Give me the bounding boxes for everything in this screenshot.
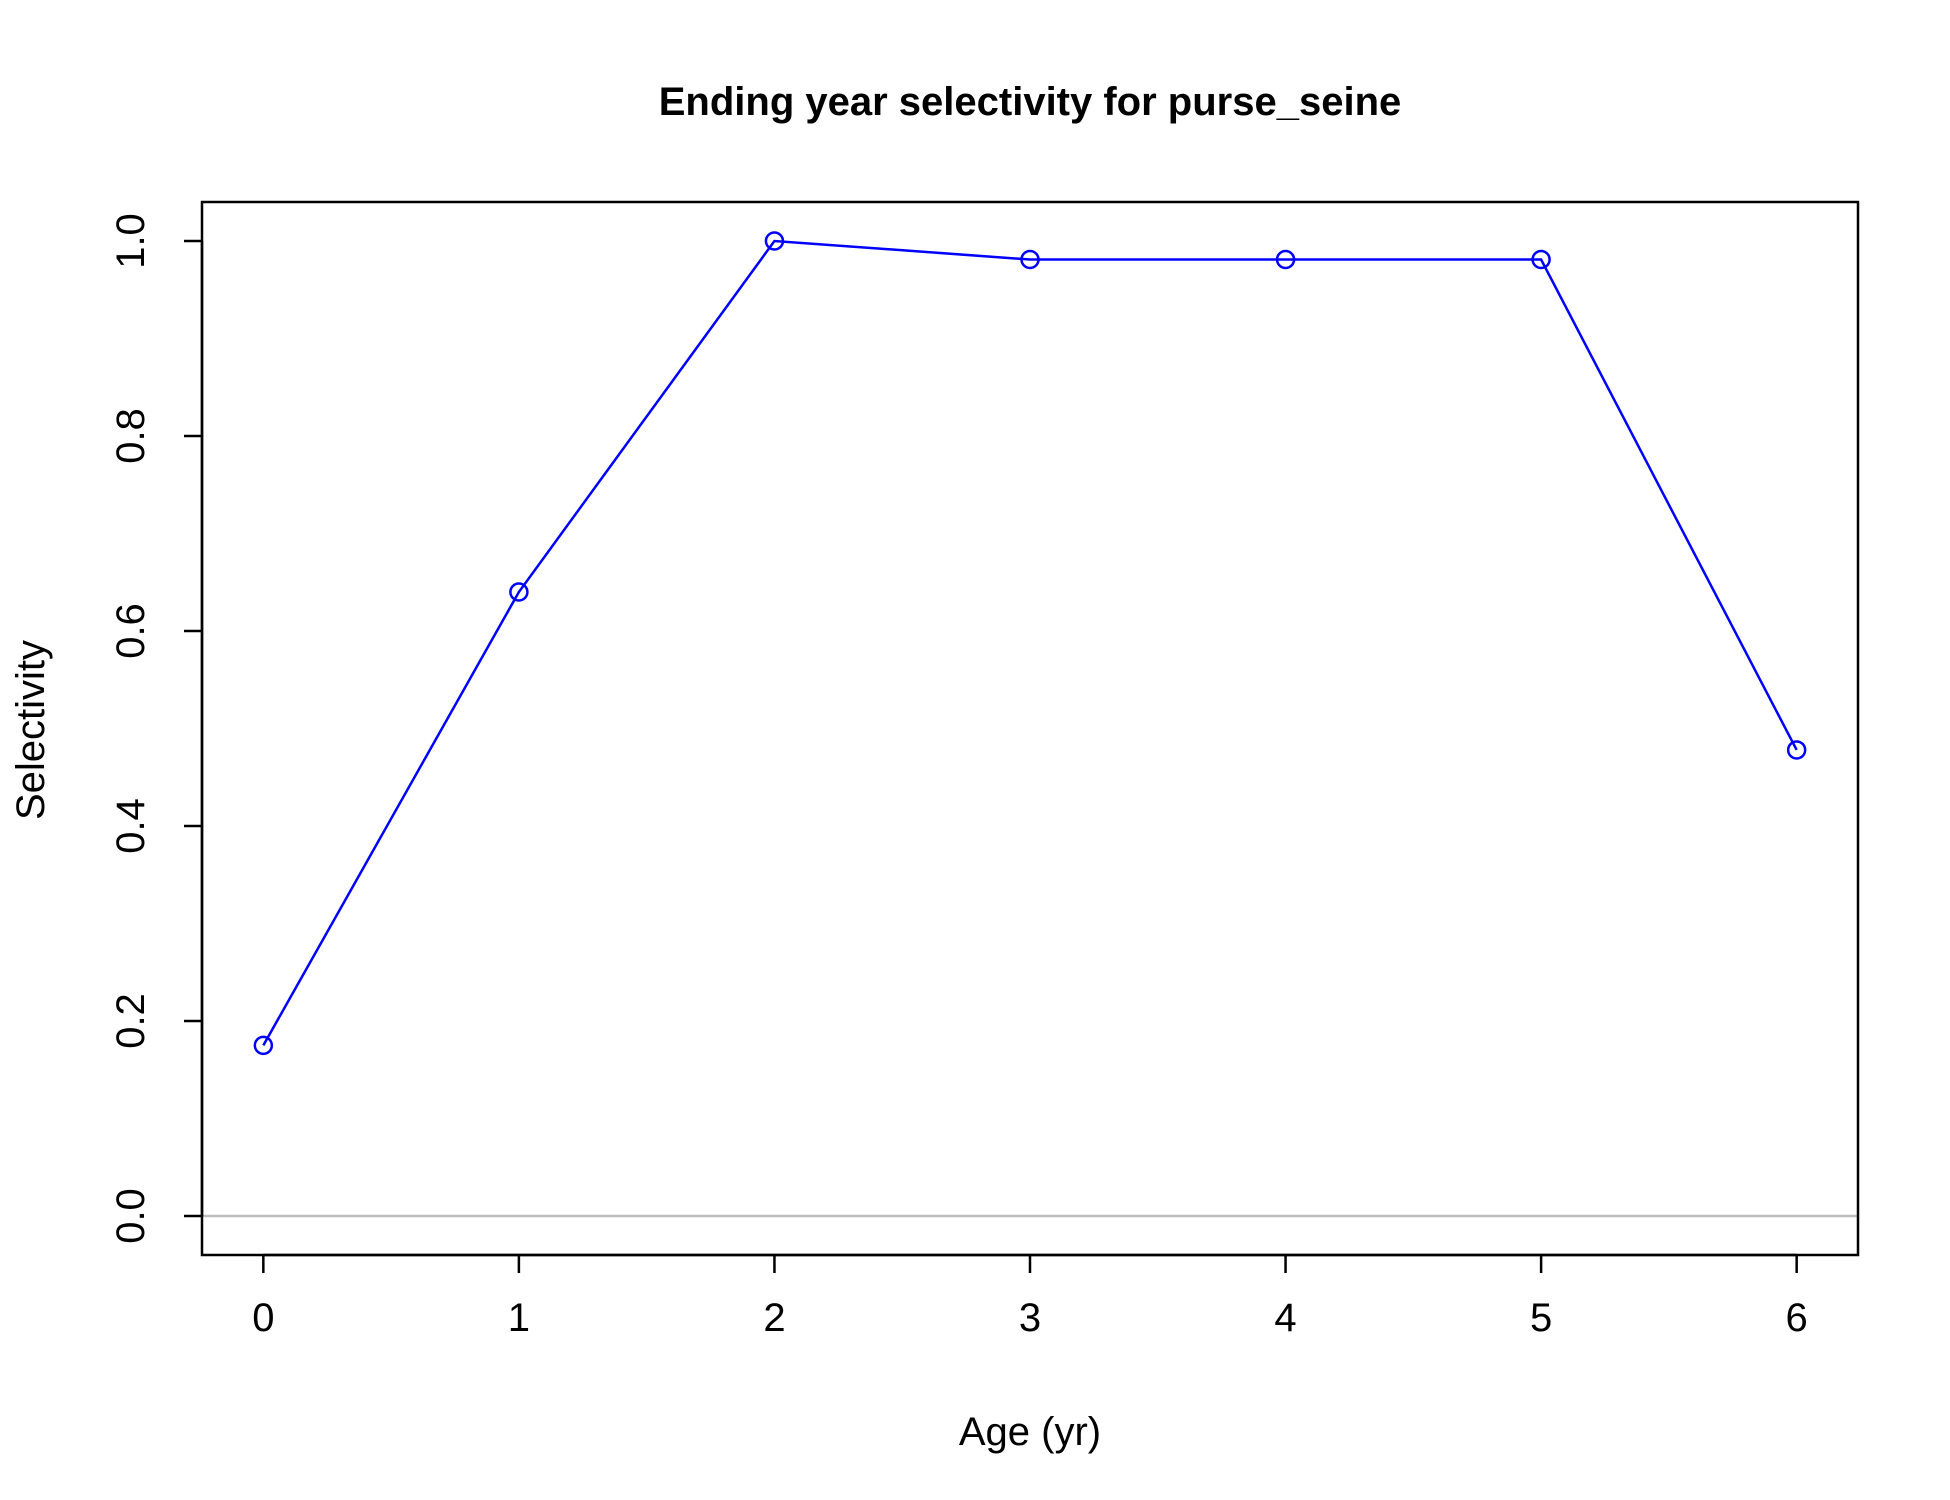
chart-title: Ending year selectivity for purse_seine (659, 80, 1402, 124)
data-point-age-6 (1786, 740, 1807, 760)
x-tick-label-6: 6 (1786, 1296, 1808, 1340)
data-point-age-0 (253, 1035, 274, 1056)
y-tick-label-0.4: 0.4 (109, 798, 153, 854)
data-point-age-5 (1531, 249, 1551, 270)
x-tick-label-5: 5 (1530, 1296, 1552, 1340)
plot-area: 0 1 2 3 4 5 6 0.0 0.2 0.4 0.6 0.8 1.0 (109, 200, 1860, 1340)
y-tick-label-0.0: 0.0 (109, 1188, 153, 1244)
data-point-age-2 (764, 231, 785, 251)
plot-frame (200, 200, 1860, 1257)
data-point-age-4 (1275, 249, 1296, 270)
y-tick-label-0.2: 0.2 (109, 993, 153, 1049)
y-tick-label-0.8: 0.8 (109, 408, 153, 464)
data-point-age-3 (1020, 249, 1040, 270)
data-point-age-1 (509, 582, 529, 602)
x-axis-label: Age (yr) (959, 1410, 1101, 1454)
x-tick-label-2: 2 (763, 1296, 785, 1340)
x-tick-label-0: 0 (252, 1296, 274, 1340)
series-line (262, 239, 1798, 1046)
x-tick-label-4: 4 (1274, 1296, 1296, 1340)
x-tick-label-1: 1 (508, 1296, 530, 1340)
y-axis-label: Selectivity (9, 640, 53, 820)
y-tick-label-0.6: 0.6 (109, 603, 153, 659)
x-tick-label-3: 3 (1019, 1296, 1041, 1340)
y-tick-label-1.0: 1.0 (109, 213, 153, 269)
